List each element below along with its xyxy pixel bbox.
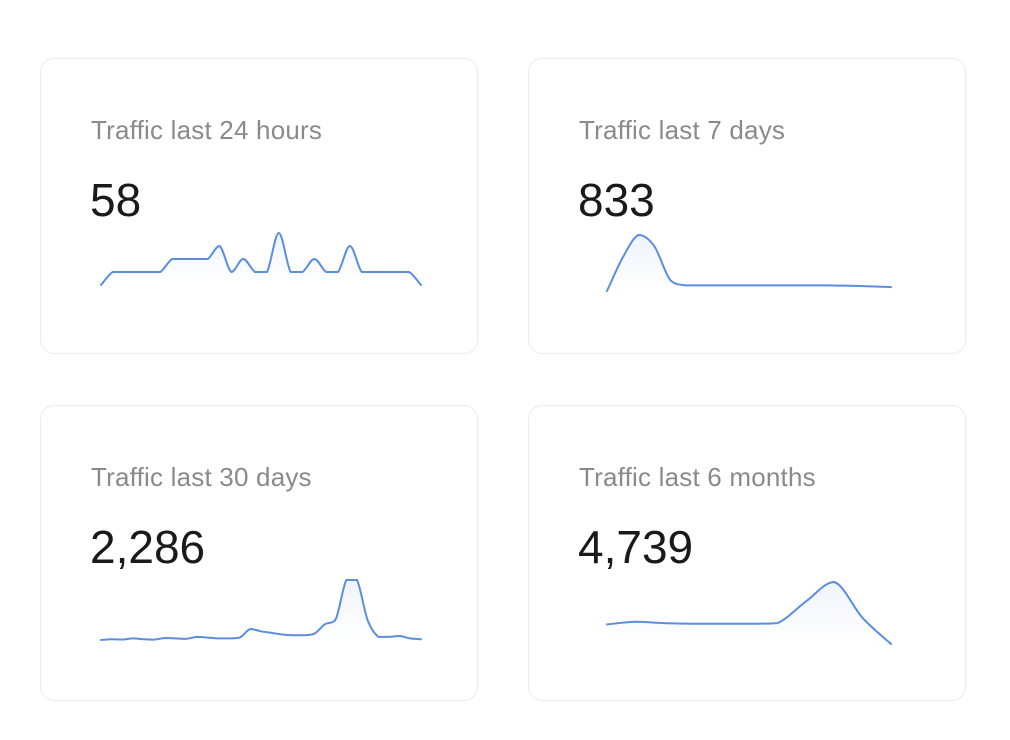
sparkline-chart: [100, 232, 422, 286]
card-label: Traffic last 6 months: [579, 462, 816, 492]
sparkline-line: [100, 232, 422, 286]
traffic-card-30d: Traffic last 30 days 2,286: [40, 405, 478, 701]
sparkline-chart: [100, 579, 422, 641]
sparkline-area: [607, 582, 891, 644]
card-label: Traffic last 30 days: [91, 462, 312, 492]
card-value: 58: [90, 174, 142, 226]
sparkline-line: [100, 579, 422, 641]
sparkline-area: [101, 580, 421, 640]
traffic-card-7d: Traffic last 7 days 833: [528, 58, 966, 354]
card-value: 4,739: [578, 521, 694, 573]
sparkline-line: [606, 581, 892, 645]
card-value: 833: [578, 174, 655, 226]
card-value: 2,286: [90, 521, 206, 573]
card-label: Traffic last 7 days: [579, 115, 786, 145]
sparkline-line: [606, 234, 892, 292]
sparkline-chart: [606, 581, 892, 645]
card-label: Traffic last 24 hours: [91, 115, 323, 145]
sparkline-area: [101, 233, 421, 285]
traffic-card-24h: Traffic last 24 hours 58: [40, 58, 478, 354]
traffic-card-6m: Traffic last 6 months 4,739: [528, 405, 966, 701]
sparkline-chart: [606, 234, 892, 292]
sparkline-area: [607, 235, 891, 291]
